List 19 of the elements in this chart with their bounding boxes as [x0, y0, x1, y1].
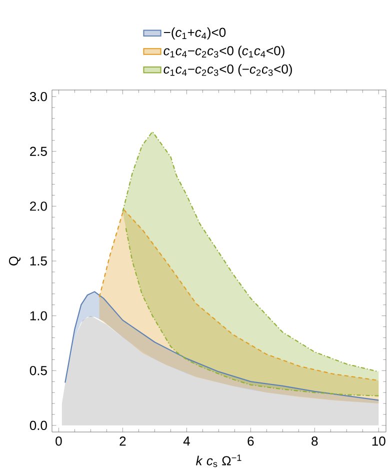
x-tick-label: 6	[248, 436, 254, 446]
legend-label: −(c$_{1}$+c$_{4}$)<0	[164, 27, 226, 40]
y-tick-label: 1.5	[30, 256, 47, 266]
y-tick-label: 0.5	[30, 366, 47, 376]
line-series	[125, 228, 380, 396]
x-tick-label: 0	[56, 436, 62, 446]
x-tick-label: 8	[312, 436, 318, 446]
y-tick-label: 2.0	[30, 202, 47, 211]
text: c$_{1}$c$_{4}$−c$_{2}$c$_{3}$<0 (−c$_{2}$c$_{3}$<0)	[164, 64, 292, 76]
y-tick-label: 1.0	[30, 311, 47, 320]
x-axis-title: k c$_{s}$ Ω$^{−1}$	[196, 454, 242, 468]
x-tick-label: 10	[372, 436, 386, 446]
x-tick-label: 2	[120, 436, 126, 446]
y-tick-label: 3.0	[30, 92, 47, 102]
x-tick-label: 4	[183, 436, 190, 446]
y-axis-title: Q	[8, 256, 21, 266]
text: c$_{1}$c$_{4}$−c$_{2}$c$_{3}$<0 (c$_{1}$c$_{4}$<0)	[164, 46, 284, 58]
y-tick-label: 0.0	[30, 420, 47, 430]
y-tick-label: 2.5	[30, 146, 47, 156]
